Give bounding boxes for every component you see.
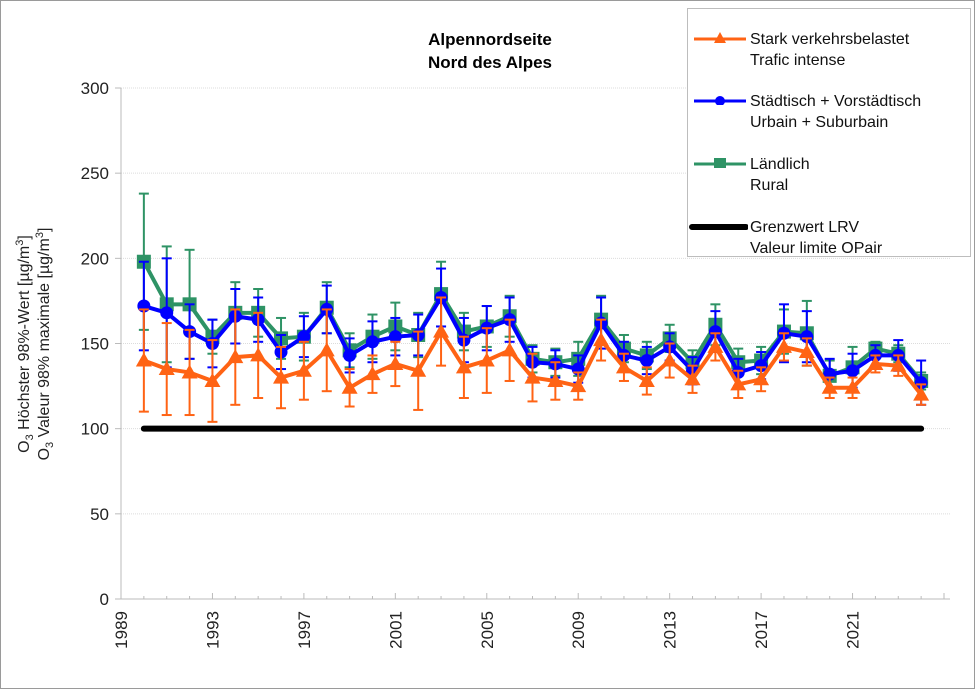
data-point	[387, 355, 404, 370]
legend-sublabel-4: Valeur limite OPair	[750, 240, 883, 257]
data-point	[593, 332, 610, 347]
data-point	[754, 359, 768, 373]
data-point	[524, 369, 541, 384]
data-point	[867, 355, 884, 370]
data-point	[297, 330, 311, 344]
x-tick-label: 2021	[844, 611, 863, 649]
limit-line-icon	[689, 224, 748, 230]
series-layer	[135, 192, 930, 432]
legend-sublabel-2: Urbain + Suburbain	[750, 114, 889, 131]
x-tick-label: 2009	[569, 611, 588, 649]
data-point	[388, 330, 402, 344]
data-point	[708, 325, 722, 339]
data-point	[341, 379, 358, 394]
square-marker-icon	[694, 158, 746, 168]
data-point	[913, 386, 930, 401]
circle-marker-icon	[694, 96, 746, 105]
data-point	[547, 372, 564, 387]
y-tick-label: 50	[90, 505, 109, 524]
data-point	[135, 352, 152, 367]
data-point	[638, 372, 655, 387]
x-tick-label: 2013	[661, 611, 680, 649]
data-point	[914, 376, 928, 390]
data-point	[800, 330, 814, 344]
legend: Stark verkehrsbelastet Trafic intense Stä…	[687, 8, 971, 257]
x-tick-label: 2017	[752, 611, 771, 649]
data-point	[433, 323, 450, 338]
x-tick-label: 2005	[478, 611, 497, 649]
y-axis-label: O3 Höchster 98%-Wert [µg/m3] O3 Valeur 9…	[14, 228, 56, 461]
x-tick-label: 2001	[386, 611, 405, 649]
data-point	[775, 338, 792, 353]
triangle-marker-icon	[694, 32, 746, 43]
data-point	[501, 342, 518, 357]
y-tick-label: 150	[81, 335, 109, 354]
data-point	[250, 347, 267, 362]
data-point	[570, 378, 587, 393]
legend-label-2: Städtisch + Vorstädtisch	[750, 93, 922, 110]
data-point	[455, 359, 472, 374]
data-point	[844, 379, 861, 394]
data-point	[478, 352, 495, 367]
y-tick-label: 250	[81, 164, 109, 183]
data-point	[365, 335, 379, 349]
x-tick-label: 1997	[295, 611, 314, 649]
data-point	[846, 364, 860, 378]
chart-title-line1: Alpennordseite	[428, 30, 552, 49]
data-point	[295, 362, 312, 377]
data-point	[318, 342, 335, 357]
legend-label-1: Stark verkehrsbelastet	[750, 31, 910, 48]
data-point	[204, 372, 221, 387]
data-point	[640, 354, 654, 368]
data-point	[661, 352, 678, 367]
series-0	[135, 296, 930, 423]
legend-sublabel-1: Trafic intense	[750, 52, 846, 69]
legend-sublabel-3: Rural	[750, 177, 789, 194]
data-point	[227, 349, 244, 364]
x-tick-label: 1989	[112, 611, 131, 649]
data-point	[181, 364, 198, 379]
data-point	[730, 376, 747, 391]
x-tick-label: 1993	[203, 611, 222, 649]
y-tick-label: 0	[100, 590, 109, 609]
data-point	[273, 369, 290, 384]
data-point	[707, 338, 724, 353]
data-point	[821, 379, 838, 394]
y-axis-label-line1: O3 Höchster 98%-Wert [µg/m3]	[14, 235, 36, 453]
data-point	[615, 359, 632, 374]
data-point	[753, 371, 770, 386]
data-point	[410, 362, 427, 377]
data-point	[798, 344, 815, 359]
data-point	[158, 361, 175, 376]
data-point	[364, 366, 381, 381]
y-tick-label: 100	[81, 420, 109, 439]
axes: 0 50 100 150 200 250 300 1989 1993 1997 2001 2005 20…	[81, 79, 950, 649]
y-axis-label-line2: O3 Valeur 98% maximale [µg/m3]	[34, 228, 56, 461]
y-tick-label: 200	[81, 249, 109, 268]
data-point	[343, 348, 357, 362]
legend-label-3: Ländlich	[750, 156, 810, 173]
y-tick-label: 300	[81, 79, 109, 98]
data-point	[684, 371, 701, 386]
chart-title-line2: Nord des Alpes	[428, 53, 552, 72]
legend-label-4: Grenzwert LRV	[750, 219, 860, 236]
data-point	[160, 306, 174, 320]
data-point	[890, 357, 907, 372]
